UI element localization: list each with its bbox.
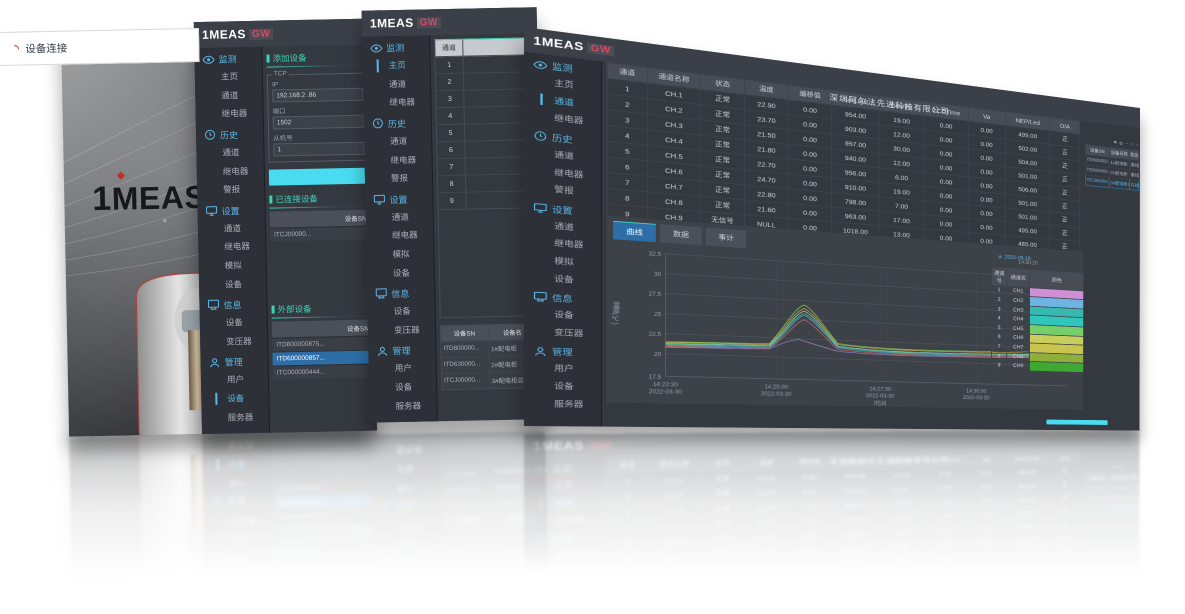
svg-text:22.5: 22.5 xyxy=(649,331,662,338)
svg-text:25: 25 xyxy=(654,311,661,317)
svg-text:时间: 时间 xyxy=(874,399,886,406)
svg-text:14:27:30: 14:27:30 xyxy=(869,386,891,392)
svg-text:2022-03-30: 2022-03-30 xyxy=(761,391,792,397)
svg-text:32.5: 32.5 xyxy=(649,251,662,258)
svg-text:14:22:30: 14:22:30 xyxy=(653,381,678,388)
svg-text:30: 30 xyxy=(654,271,661,278)
svg-text:14:25:00: 14:25:00 xyxy=(765,384,788,390)
svg-text:2022-03-30: 2022-03-30 xyxy=(649,389,682,396)
svg-text:2022-03-30: 2022-03-30 xyxy=(866,393,895,399)
svg-text:2022-03-30: 2022-03-30 xyxy=(963,395,990,401)
svg-text:14:30:00: 14:30:00 xyxy=(966,388,986,394)
svg-text:27.5: 27.5 xyxy=(649,291,662,298)
svg-text:20: 20 xyxy=(654,351,661,357)
svg-text:17.5: 17.5 xyxy=(649,374,662,380)
